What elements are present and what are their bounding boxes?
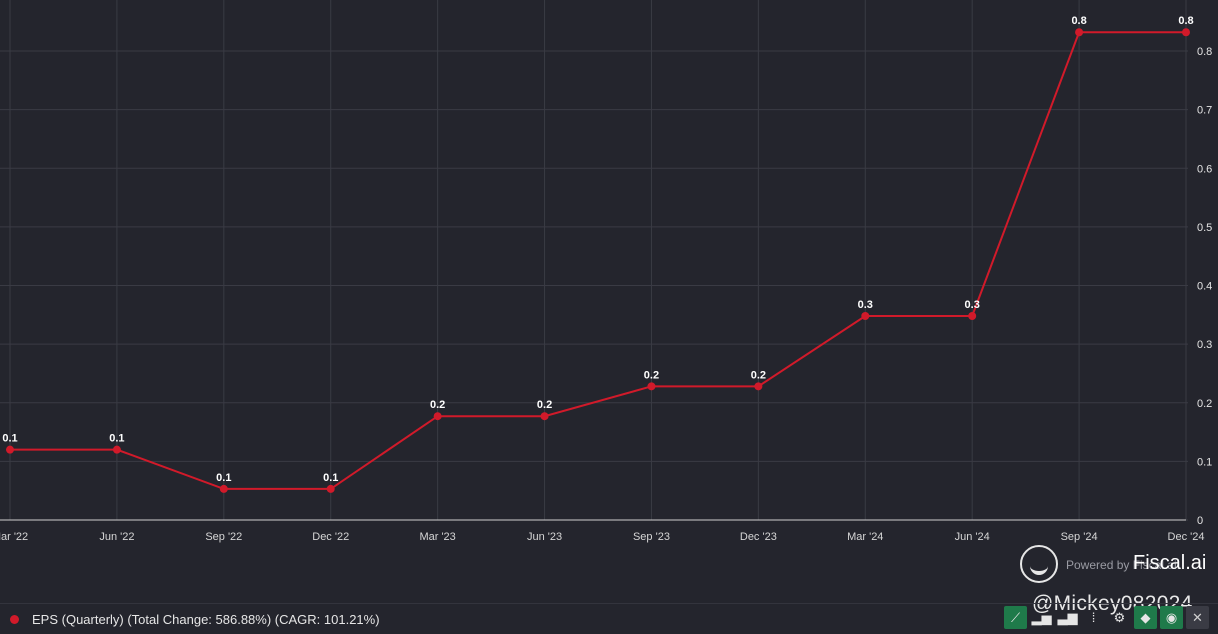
x-tick-label: Jun '24	[955, 531, 990, 543]
x-tick-label: Sep '22	[205, 531, 242, 543]
eps-data-label: 0.3	[965, 299, 980, 311]
legend[interactable]: EPS (Quarterly) (Total Change: 586.88%) …	[10, 610, 380, 628]
y-tick-label: 0.1	[1197, 456, 1212, 468]
close-icon[interactable]: ✕	[1186, 606, 1209, 629]
y-tick-label: 0.6	[1197, 163, 1212, 175]
y-tick-label: 0.5	[1197, 222, 1212, 234]
bar-chart-alt-icon[interactable]: ▃▆	[1057, 609, 1078, 625]
eps-data-point	[968, 311, 977, 320]
x-tick-label: Sep '24	[1061, 531, 1098, 543]
eps-data-point	[647, 382, 656, 391]
x-tick-label: Mar '24	[847, 531, 883, 543]
x-tick-label: Jun '22	[99, 531, 134, 543]
bar-chart-icon[interactable]: ▂▅	[1031, 609, 1052, 625]
more-icon[interactable]: ⁞	[1091, 610, 1096, 625]
eps-data-label: 0.1	[109, 433, 124, 445]
x-tick-label: Mar '22	[0, 531, 28, 543]
line-chart-icon[interactable]: ⟋	[1004, 606, 1027, 629]
x-tick-label: Dec '22	[312, 531, 349, 543]
eps-data-point	[861, 311, 870, 320]
fiscal-ai-watermark: Powered by Fiscal.ai Fiscal.ai	[1020, 545, 1210, 589]
eps-data-label: 0.2	[430, 399, 445, 411]
eps-data-point	[6, 445, 14, 454]
eps-data-point	[1182, 28, 1190, 37]
y-tick-label: 0.2	[1197, 398, 1212, 410]
y-tick-label: 0.8	[1197, 46, 1212, 58]
y-tick-label: 0	[1197, 515, 1203, 527]
eps-data-label: 0.3	[858, 299, 873, 311]
eps-data-label: 0.8	[1178, 15, 1193, 27]
eps-data-point	[326, 484, 335, 493]
eps-data-label: 0.2	[751, 369, 766, 381]
x-tick-label: Sep '23	[633, 531, 670, 543]
x-tick-label: Dec '24	[1168, 531, 1205, 543]
eps-data-label: 0.2	[537, 399, 552, 411]
eps-data-point	[1075, 28, 1084, 37]
eps-data-point	[433, 412, 442, 421]
legend-marker-icon	[10, 614, 19, 624]
x-tick-label: Jun '23	[527, 531, 562, 543]
eps-series-line	[10, 31, 1186, 490]
eye-icon[interactable]: ◉	[1160, 606, 1183, 629]
eps-line-chart: 0 0.1 0.2 0.3 0.4 0.5 0.6 0.7 0.8 Mar '22 Jun '22 S…	[0, 0, 1212, 543]
eps-data-point	[219, 484, 228, 493]
eps-data-label: 0.1	[216, 472, 231, 484]
gear-icon[interactable]: ⚙	[1113, 609, 1126, 625]
fiscal-ai-logo-icon	[1020, 545, 1058, 583]
x-tick-label: Dec '23	[740, 531, 777, 543]
legend-label: EPS (Quarterly) (Total Change: 586.88%) …	[32, 611, 380, 627]
powered-by-text: Powered by Fiscal.ai	[1066, 558, 1177, 572]
eps-data-point	[112, 445, 121, 454]
brand-text: Fiscal.ai	[1133, 552, 1207, 574]
y-tick-label: 0.4	[1197, 281, 1212, 293]
y-tick-label: 0.3	[1197, 339, 1212, 351]
eps-data-point	[540, 412, 549, 421]
eps-data-label: 0.1	[323, 472, 338, 484]
y-tick-label: 0.7	[1197, 105, 1212, 117]
eps-data-label: 0.2	[644, 369, 659, 381]
tag-icon[interactable]: ◆	[1134, 606, 1157, 629]
eps-data-label: 0.1	[2, 433, 17, 445]
chart-toolbar: ⟋ ▂▅ ▃▆ ⁞ ⚙ ◆ ◉ ✕	[1004, 606, 1209, 630]
eps-data-point	[754, 382, 763, 391]
eps-data-label: 0.8	[1071, 15, 1086, 27]
x-tick-label: Mar '23	[419, 531, 455, 543]
legend-divider	[0, 603, 1218, 604]
